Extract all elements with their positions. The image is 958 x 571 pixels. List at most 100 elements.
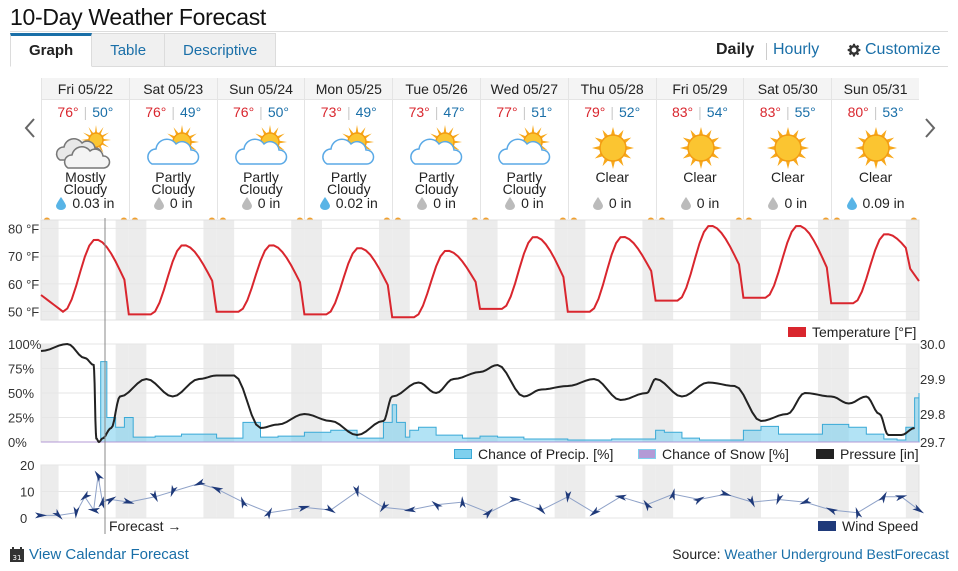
day-temps: 76° | 49° <box>130 100 217 122</box>
previous-arrow-icon[interactable] <box>22 115 38 141</box>
night-band <box>41 220 59 320</box>
page-title: 10-Day Weather Forecast <box>10 4 267 30</box>
night-band <box>818 220 832 320</box>
wind-direction-arrow <box>643 499 653 512</box>
precip-amount: 0 in <box>657 195 744 211</box>
precip-value: 0 in <box>608 195 632 211</box>
condition-line-1: Partly <box>506 169 543 185</box>
high-temp: 79° <box>584 104 606 120</box>
dry-drop-icon <box>153 196 164 210</box>
night-band <box>466 220 480 320</box>
hourly-toggle[interactable]: Hourly <box>773 41 820 58</box>
wind-direction-arrow <box>912 504 925 514</box>
tab-descriptive[interactable]: Descriptive <box>165 33 277 67</box>
condition-line-2: Cloudy <box>63 181 108 197</box>
precip-value: 0.02 in <box>335 195 378 211</box>
next-arrow-icon[interactable] <box>922 115 938 141</box>
legend-pressure-swatch <box>816 449 834 459</box>
wind-direction-arrow <box>240 496 248 509</box>
day-card[interactable]: Sat 05/23 76° | 49° Partly Cloudy 0 in <box>128 78 217 225</box>
night-band <box>655 220 674 320</box>
wind-direction-arrow <box>170 484 178 498</box>
rain-drop-icon <box>319 196 330 210</box>
temp-separator: | <box>522 104 527 120</box>
low-temp: 52° <box>619 104 641 120</box>
wind-direction-arrow <box>52 508 63 520</box>
day-temps: 76° | 50° <box>42 100 129 122</box>
condition-text: Clear <box>744 169 831 185</box>
condition-line-1: Clear <box>595 169 629 185</box>
night-band <box>905 220 919 320</box>
condition-line-2: Cloudy <box>414 181 459 197</box>
day-temps: 76° | 50° <box>218 100 305 122</box>
wind-tick-label: 0 <box>20 511 27 526</box>
temp-tick-label: 50 °F <box>8 305 39 320</box>
customize-button[interactable]: Customize <box>847 41 941 59</box>
clear-sun-icon <box>679 127 722 169</box>
condition-line-1: Partly <box>155 169 192 185</box>
precip-tick-label: 50% <box>8 386 34 401</box>
legend-temperature-label: Temperature [°F] <box>812 324 917 340</box>
pressure-tick-label: 29.7 <box>920 435 945 450</box>
day-card[interactable]: Sun 05/31 80° | 53° Clear 0.09 in <box>831 78 919 225</box>
day-card[interactable]: Fri 05/29 83° | 54° Clear 0 in <box>655 78 744 225</box>
temp-separator: | <box>434 104 439 120</box>
forecast-chart: 80 °F 70 °F 60 °F 50 °F 100% 75% 50% 25% 0% 30.0 2… <box>8 218 945 534</box>
temp-separator: | <box>698 104 702 120</box>
wind-direction-arrow <box>614 494 627 501</box>
gear-icon <box>847 43 861 57</box>
low-temp: 49° <box>355 104 377 120</box>
wind-direction-arrow <box>94 470 104 483</box>
source-link[interactable]: Weather Underground BestForecast <box>724 546 949 562</box>
day-temps: 73° | 47° <box>393 100 480 122</box>
precip-amount: 0 in <box>393 195 480 211</box>
precip-value: 0 in <box>257 195 281 211</box>
tab-graph[interactable]: Graph <box>10 33 93 67</box>
precip-value: 0 in <box>784 195 808 211</box>
low-temp: 55° <box>794 104 816 120</box>
low-temp: 47° <box>443 104 465 120</box>
temp-tick-label: 60 °F <box>8 277 39 292</box>
daily-toggle[interactable]: Daily <box>716 41 755 58</box>
mode-separator <box>766 43 767 60</box>
condition-text: Partly Cloudy <box>393 170 480 197</box>
partly-cloudy-icon <box>410 125 463 165</box>
low-temp: 53° <box>882 104 904 120</box>
precip-value: 0.09 in <box>862 195 905 211</box>
condition-line-1: Clear <box>771 169 805 185</box>
rain-drop-icon <box>846 196 857 210</box>
high-temp: 76° <box>233 104 255 120</box>
precip-amount: 0 in <box>481 195 568 211</box>
high-temp: 76° <box>57 104 79 120</box>
precip-tick-label: 25% <box>8 411 34 426</box>
temp-separator: | <box>259 104 263 120</box>
legend-pressure-label: Pressure [in] <box>840 446 919 462</box>
precip-amount: 0.03 in <box>42 195 129 211</box>
day-card[interactable]: Fri 05/22 76° | 50° Mostly Cloudy 0.03 in <box>41 78 129 225</box>
wind-direction-arrow <box>431 500 443 511</box>
night-band <box>392 220 410 320</box>
source-prefix: Source: <box>672 546 725 562</box>
temp-separator: | <box>785 104 790 120</box>
day-card[interactable]: Tue 05/26 73° | 47° Partly Cloudy 0 in <box>392 78 480 225</box>
day-temps: 77° | 51° <box>481 100 568 122</box>
pressure-tick-label: 29.9 <box>920 372 945 387</box>
day-card[interactable]: Sun 05/24 76° | 50° Partly Cloudy 0 in <box>216 78 305 225</box>
condition-line-1: Mostly <box>65 169 106 185</box>
wind-direction-arrow <box>459 496 466 509</box>
legend-precip-label: Chance of Precip. [%] <box>478 446 614 462</box>
dry-drop-icon <box>505 196 516 210</box>
wind-direction-arrow <box>776 492 784 506</box>
day-card[interactable]: Sat 05/30 83° | 55° Clear 0 in <box>743 78 832 225</box>
temp-separator: | <box>171 104 176 120</box>
day-card[interactable]: Wed 05/27 77° | 51° Partly Cloudy 0 in <box>479 78 568 225</box>
pressure-series-line <box>40 342 915 444</box>
legend-precip: Chance of Precip. [%] <box>454 446 613 462</box>
wind-direction-arrow <box>482 508 493 520</box>
partly-cloudy-icon <box>146 125 200 165</box>
condition-text: Partly Cloudy <box>305 170 392 196</box>
view-calendar-link[interactable]: 31 View Calendar Forecast <box>10 546 189 563</box>
day-card[interactable]: Thu 05/28 79° | 52° Clear 0 in <box>567 78 656 225</box>
tab-table[interactable]: Table <box>92 33 166 67</box>
day-card[interactable]: Mon 05/25 73° | 49° Partly Cloudy 0.02 in <box>304 78 393 225</box>
